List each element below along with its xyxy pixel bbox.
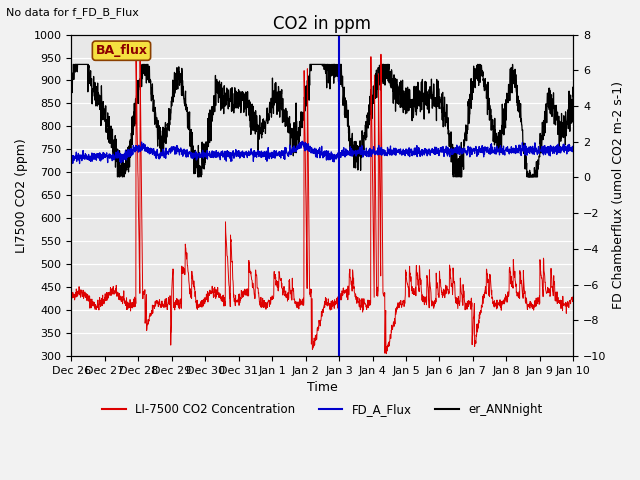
Y-axis label: LI7500 CO2 (ppm): LI7500 CO2 (ppm) — [15, 138, 28, 252]
X-axis label: Time: Time — [307, 381, 338, 394]
Text: No data for f_FD_B_Flux: No data for f_FD_B_Flux — [6, 7, 140, 18]
Legend: LI-7500 CO2 Concentration, FD_A_Flux, er_ANNnight: LI-7500 CO2 Concentration, FD_A_Flux, er… — [97, 398, 547, 421]
Y-axis label: FD Chamberflux (umol CO2 m-2 s-1): FD Chamberflux (umol CO2 m-2 s-1) — [612, 81, 625, 309]
Title: CO2 in ppm: CO2 in ppm — [273, 15, 371, 33]
Text: BA_flux: BA_flux — [95, 44, 147, 57]
